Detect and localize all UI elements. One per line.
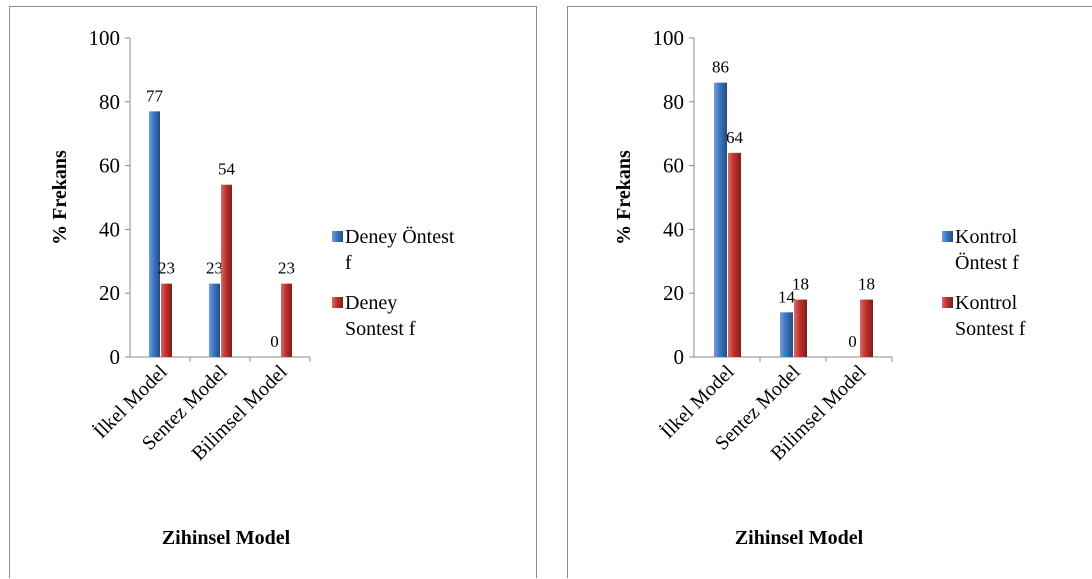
y-tick-label: 40 bbox=[663, 217, 684, 241]
chart-panel-kontrol: 0 20 40 60 80 100% Frekans 86 64 İlkel Model 14 18… bbox=[567, 6, 1092, 578]
legend-swatch bbox=[942, 231, 953, 242]
y-tick-label: 60 bbox=[663, 154, 684, 178]
data-label: 23 bbox=[206, 259, 223, 278]
y-tick-label: 20 bbox=[663, 281, 684, 305]
y-tick-label: 80 bbox=[663, 90, 684, 114]
chart-panel-deney: 0 20 40 60 80 100% Frekans 77 23 İlkel Model 23 54… bbox=[9, 6, 537, 578]
legend-label: Öntest f bbox=[955, 251, 1019, 274]
bar-0-1 bbox=[209, 283, 220, 357]
y-tick-label: 100 bbox=[653, 26, 685, 50]
legend-label: Sontest f bbox=[955, 318, 1026, 340]
legend-label: Sontest f bbox=[345, 318, 416, 340]
legend-label: Kontrol bbox=[955, 226, 1018, 248]
bar-1-1 bbox=[221, 184, 232, 357]
x-axis-title: Zihinsel Model bbox=[162, 527, 291, 549]
data-label: 86 bbox=[712, 58, 729, 77]
y-tick-label: 0 bbox=[674, 345, 685, 369]
legend-swatch bbox=[332, 231, 343, 242]
y-axis-title: % Frekans bbox=[49, 150, 71, 245]
legend-swatch bbox=[942, 297, 953, 308]
data-label: 23 bbox=[278, 259, 295, 278]
legend-swatch bbox=[332, 297, 343, 308]
data-label: 18 bbox=[792, 275, 809, 294]
y-axis-title: % Frekans bbox=[613, 150, 635, 245]
bar-1-0 bbox=[161, 283, 172, 357]
data-label: 64 bbox=[726, 128, 744, 147]
data-label: 18 bbox=[858, 275, 875, 294]
bar-0-0 bbox=[714, 82, 727, 357]
y-tick-label: 0 bbox=[110, 345, 121, 369]
data-label: 77 bbox=[146, 86, 164, 105]
bar-1-2 bbox=[281, 283, 292, 357]
bar-1-1 bbox=[794, 299, 807, 357]
y-tick-label: 20 bbox=[99, 281, 120, 305]
bar-1-0 bbox=[728, 152, 741, 357]
legend-label: Deney Öntest bbox=[345, 225, 455, 248]
data-label: 23 bbox=[158, 259, 175, 278]
legend-label: Kontrol bbox=[955, 292, 1018, 314]
y-tick-label: 40 bbox=[99, 217, 120, 241]
y-tick-label: 80 bbox=[99, 90, 120, 114]
data-label: 0 bbox=[848, 332, 857, 351]
legend-label: f bbox=[345, 252, 352, 274]
y-tick-label: 100 bbox=[89, 26, 121, 50]
data-label: 0 bbox=[270, 332, 279, 351]
data-label: 14 bbox=[778, 287, 796, 306]
bar-1-2 bbox=[860, 299, 873, 357]
legend-label: Deney bbox=[345, 292, 397, 314]
y-tick-label: 60 bbox=[99, 154, 120, 178]
x-axis-title: Zihinsel Model bbox=[735, 527, 864, 549]
bar-0-1 bbox=[780, 312, 793, 357]
bar-0-0 bbox=[149, 111, 160, 358]
data-label: 54 bbox=[218, 160, 236, 179]
